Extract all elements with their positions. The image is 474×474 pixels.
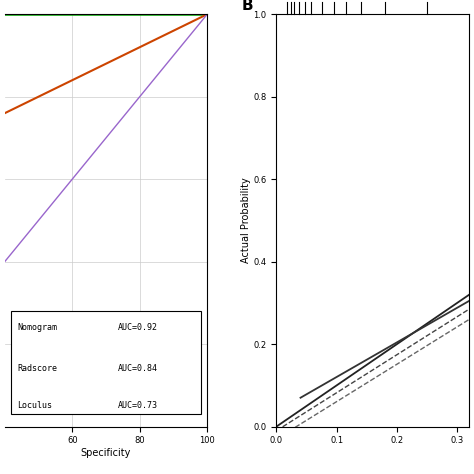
Text: AUC=0.73: AUC=0.73 <box>118 401 158 410</box>
Text: Loculus: Loculus <box>17 401 52 410</box>
Text: Nomogram: Nomogram <box>17 323 57 332</box>
Text: AUC=0.84: AUC=0.84 <box>118 365 158 374</box>
Y-axis label: Actual Probability: Actual Probability <box>241 178 251 263</box>
X-axis label: Specificity: Specificity <box>81 448 131 458</box>
Text: Radscore: Radscore <box>17 365 57 374</box>
Text: AUC=0.92: AUC=0.92 <box>118 323 158 332</box>
Bar <box>11 311 201 414</box>
Text: B: B <box>242 0 253 13</box>
